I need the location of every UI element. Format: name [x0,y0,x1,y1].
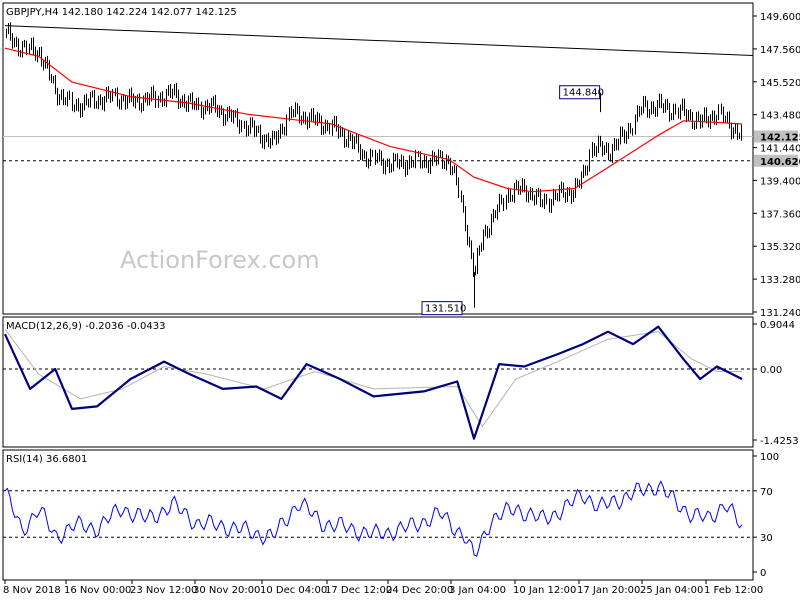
support-price-label: 140.620 [760,157,800,168]
x-tick-label: 25 Jan 04:00 [640,585,703,596]
rsi-header: RSI(14) 36.6801 [6,454,87,465]
current-price-label-bg [754,130,798,143]
x-tick-label: 1 Feb 12:00 [704,585,763,596]
macd-series [3,325,753,440]
y-axis-labels: 149.600 147.560 145.520 143.480 141.440 139.4… [753,12,800,579]
macd-line [4,325,743,440]
y-tick-label: 137.360 [760,209,800,220]
x-tick-label: 10 Dec 04:00 [260,585,327,596]
annotation-label: 144.840 [563,88,604,99]
price-annotations: 144.840 131.510 [421,85,604,316]
y-tick-label: 141.440 [760,144,800,155]
y-tick-label: 133.280 [760,275,800,286]
macd-y-tick-label: 0.9044 [760,320,795,331]
y-tick-label: 139.400 [760,176,800,187]
candles [6,22,742,308]
y-tick-label: 143.480 [760,111,800,122]
rsi-y-tick-label: 30 [760,533,773,544]
rsi-y-tick-label: 100 [760,452,779,463]
y-tick-label: 149.600 [760,12,800,23]
y-tick-label: 147.560 [760,45,800,56]
price-panel-frame [2,2,754,315]
x-tick-label: 16 Nov 00:00 [64,585,131,596]
watermark: ActionForex.com [120,246,320,274]
current-price-label: 142.125 [760,133,800,144]
x-tick-label: 30 Nov 20:00 [193,585,260,596]
rsi-panel-frame [2,449,754,581]
support-price-label-bg [754,154,798,167]
x-tick-label: 8 Nov 2018 [3,585,61,596]
trendline [4,25,754,56]
y-tick-label: 145.520 [760,78,800,89]
rsi-line [4,480,743,557]
macd-y-tick-label: -1.4253 [760,436,799,447]
rsi-y-tick-label: 70 [760,487,773,498]
y-tick-label: 131.240 [760,308,800,319]
y-tick-label: 135.320 [760,242,800,253]
macd-panel-frame [2,316,754,448]
price-overlays [4,25,754,193]
annotation-label: 131.510 [425,304,466,315]
rsi-series [3,480,753,557]
annotation-box [421,301,463,316]
x-tick-label: 17 Dec 12:00 [325,585,392,596]
moving-average-line [4,47,743,193]
x-tick-label: 3 Jan 04:00 [449,585,506,596]
macd-y-tick-label: 0.00 [760,365,782,376]
price-header: GBPJPY,H4 142.180 142.224 142.077 142.12… [6,7,237,18]
x-tick-label: 17 Jan 20:00 [577,585,640,596]
x-tick-label: 23 Nov 12:00 [130,585,197,596]
x-tick-label: 24 Dec 20:00 [386,585,453,596]
macd-header: MACD(12,26,9) -0.2036 -0.0433 [6,321,166,332]
annotation-box [559,85,601,100]
x-tick-label: 10 Jan 12:00 [513,585,576,596]
rsi-y-tick-label: 0 [760,568,766,579]
